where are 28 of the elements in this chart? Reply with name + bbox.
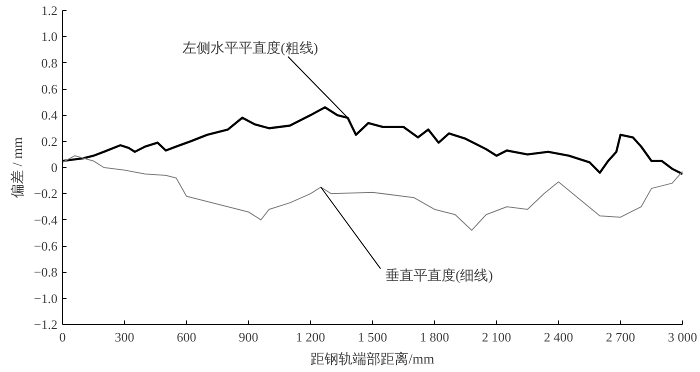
- y-tick-label: −1.2: [34, 317, 58, 332]
- annotation: 垂直平直度(细线): [386, 268, 494, 284]
- y-tick-label: 0: [51, 160, 58, 175]
- x-tick-label: 1 200: [296, 330, 326, 344]
- x-axis-title: 距钢轨端部距离/mm: [310, 352, 434, 368]
- line-series: [62, 155, 682, 231]
- x-tick-label: 3 000: [668, 330, 698, 344]
- y-tick-label: 0.6: [41, 82, 58, 96]
- annotation: 左侧水平平直度(粗线): [182, 40, 318, 57]
- x-tick-label: 2 700: [606, 330, 636, 344]
- y-tick-label: −0.4: [34, 212, 58, 228]
- y-axis-title: 偏差 / mm: [10, 137, 26, 198]
- y-tick-label: −0.6: [34, 238, 58, 254]
- x-tick-label: 900: [238, 330, 258, 344]
- x-tick-label: 300: [114, 330, 134, 344]
- y-tick-label: −0.2: [34, 186, 58, 202]
- y-tick-label: 1.2: [41, 3, 58, 18]
- y-tick-label: 0.8: [41, 55, 58, 70]
- x-tick-label: 1 500: [358, 330, 388, 344]
- y-tick-label: 0.4: [41, 108, 58, 123]
- x-tick-label: 2 100: [482, 330, 512, 344]
- x-tick-label: 600: [176, 330, 196, 344]
- y-tick-label: 1.0: [41, 29, 58, 44]
- y-tick-label: −1.0: [34, 290, 58, 306]
- x-tick-label: 1 800: [420, 330, 450, 344]
- y-tick-label: −0.8: [34, 264, 58, 280]
- y-tick-label: 0.2: [41, 134, 58, 149]
- x-tick-label: 2 400: [544, 330, 574, 344]
